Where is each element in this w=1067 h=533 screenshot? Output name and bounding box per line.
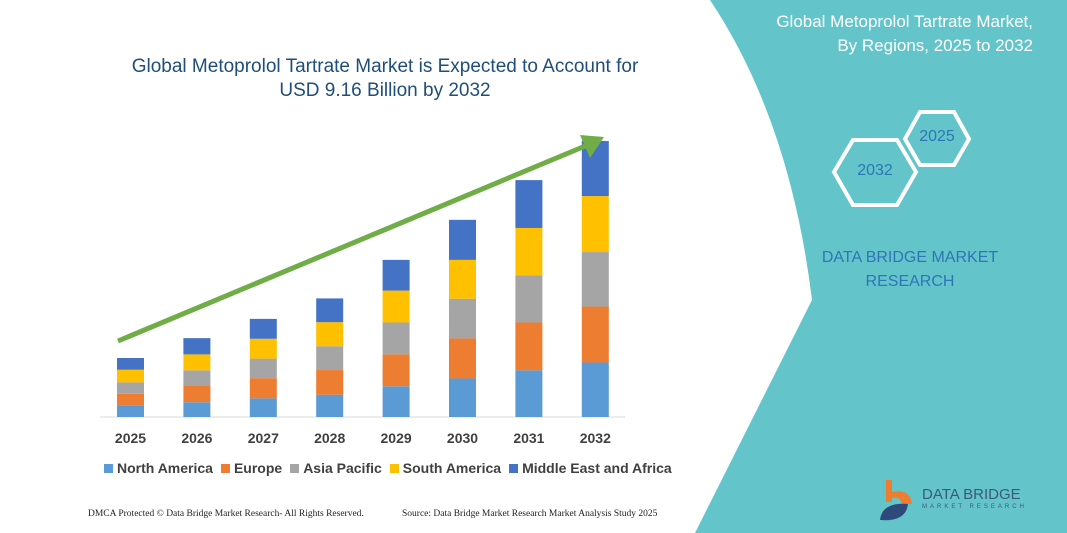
bar-2031-north-america [515,370,543,417]
trend-arrow-head [580,135,604,158]
bar-2032-north-america [581,362,609,417]
bar-2027-asia-pacific [249,358,277,379]
bar-2025-asia-pacific [117,382,144,394]
bar-2032-south-america [581,196,609,253]
logo-name: DATA BRIDGE [922,486,1021,503]
x-tick-label: 2025 [115,430,146,446]
x-tick-label: 2032 [580,430,611,446]
x-tick-label: 2030 [447,430,478,446]
legend-label: Middle East and Africa [522,460,672,476]
bar-2031-middle-east-and-africa [515,180,543,228]
bar-2026-middle-east-and-africa [183,338,211,355]
bar-2025-europe [117,393,144,406]
hex-2032-shape [831,138,919,207]
legend-label: South America [402,460,502,476]
hex-2025-shape [902,110,972,167]
legend-swatch [389,463,399,473]
bar-2032-middle-east-and-africa [581,140,609,197]
bar-2027-middle-east-and-africa [249,318,277,339]
x-tick-label: 2029 [381,430,412,446]
logo-sub: MARKET RESEARCH [922,504,1027,510]
legend-label: North America [117,460,213,476]
legend-item: North America [104,460,213,476]
bar-2030-north-america [449,378,476,417]
bar-2028-europe [316,370,344,395]
legend-swatch [290,463,300,473]
bar-2032-asia-pacific [581,252,609,307]
legend-swatch [104,463,113,473]
x-tick-label: 2027 [248,430,279,446]
right-panel [695,0,1067,533]
bar-2029-south-america [382,290,410,323]
bar-2029-europe [382,354,410,387]
legend-label: Asia Pacific [303,460,382,476]
legend-item: South America [389,460,502,476]
copyright: DMCA Protected © Data Bridge Market Rese… [88,509,364,519]
bar-2028-south-america [316,322,344,347]
x-tick-label: 2026 [181,430,212,446]
legend-swatch [509,463,519,473]
bar-2027-north-america [249,398,277,417]
bar-2030-south-america [449,259,476,299]
bar-2026-south-america [183,354,211,371]
bar-2028-asia-pacific [316,346,344,371]
bar-2027-europe [249,378,277,399]
chart-title: Global Metoprolol Tartrate Market is Exp… [131,56,639,101]
bar-2027-south-america [249,338,277,359]
legend-swatch [220,463,230,473]
bars [117,140,609,417]
bar-2032-europe [581,306,609,363]
x-tick-label: 2028 [314,430,345,446]
hex-2025-label: 2025 [919,128,955,145]
brand-text: DATA BRIDGE MARKET RESEARCH [821,249,999,290]
bar-2025-south-america [117,369,144,383]
bar-2028-middle-east-and-africa [316,298,344,323]
trend-arrow [117,141,591,344]
bar-2031-europe [515,322,543,371]
panel-title: Global Metoprolol Tartrate Market, By Re… [776,12,1033,55]
bar-2029-north-america [382,386,410,417]
hex-2032-label: 2032 [857,162,893,179]
bar-2028-north-america [316,394,344,417]
bar-2029-middle-east-and-africa [382,259,410,291]
bar-2026-asia-pacific [183,370,211,386]
bar-2030-europe [449,338,476,379]
bar-2025-middle-east-and-africa [117,358,144,370]
legend: North America Europe Asia Pacific South Ame… [104,460,672,476]
source: Source: Data Bridge Market Research Mark… [402,509,658,519]
bar-2025-north-america [117,405,144,417]
bar-2026-europe [183,385,211,403]
bar-2031-asia-pacific [515,275,543,323]
x-tick-label: 2031 [513,430,544,446]
bar-2029-asia-pacific [382,322,410,355]
legend-item: Middle East and Africa [509,460,672,476]
legend-item: Asia Pacific [290,460,382,476]
bar-2026-north-america [183,402,211,417]
logo-icon [880,480,912,521]
bar-2030-asia-pacific [449,298,476,339]
bar-2031-south-america [515,227,543,276]
bar-2030-middle-east-and-africa [449,219,476,260]
legend-label: Europe [233,460,283,476]
legend-item: Europe [220,460,283,476]
